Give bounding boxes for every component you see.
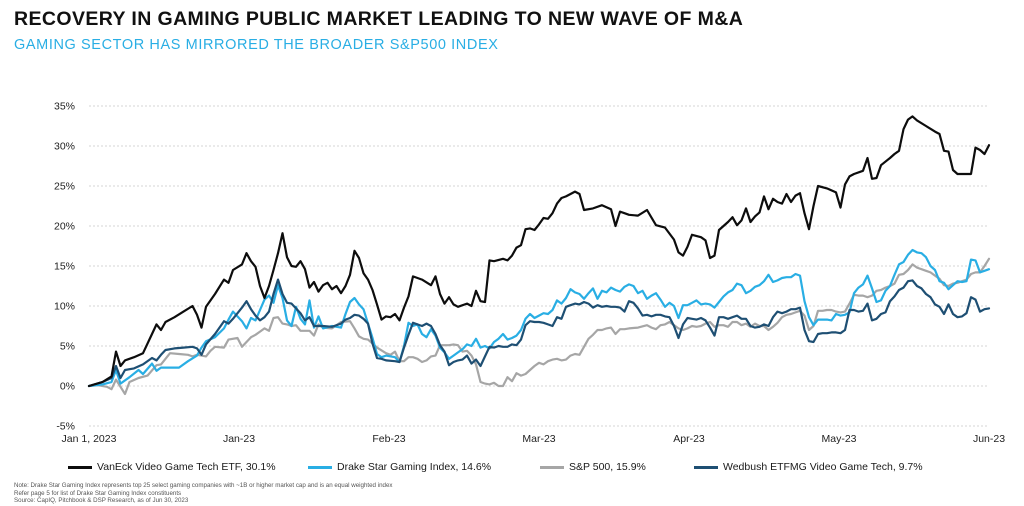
y-tick-label: 30% <box>54 141 75 153</box>
chart-legend: VanEck Video Game Tech ETF, 30.1% Drake … <box>0 461 1024 477</box>
y-tick-label: 10% <box>54 301 75 313</box>
legend-item-drake-star: Drake Star Gaming Index, 14.6% <box>308 461 491 473</box>
x-tick-label: Jun-23 <box>973 433 1005 445</box>
legend-swatch-drake-star <box>308 465 332 469</box>
chart-subtitle: GAMING SECTOR HAS MIRRORED THE BROADER S… <box>14 37 499 53</box>
footnote-line: Refer page 5 for list of Drake Star Gami… <box>14 489 182 497</box>
x-tick-label: Mar-23 <box>522 433 555 445</box>
legend-label-vaneck: VanEck Video Game Tech ETF, 30.1% <box>97 461 276 473</box>
legend-item-sp500: S&P 500, 15.9% <box>540 461 646 473</box>
x-tick-label: May-23 <box>821 433 856 445</box>
footnote-line: Note: Drake Star Gaming Index represents… <box>14 482 393 489</box>
legend-item-wedbush: Wedbush ETFMG Video Game Tech, 9.7% <box>694 461 923 473</box>
legend-label-sp500: S&P 500, 15.9% <box>569 461 646 473</box>
legend-item-vaneck: VanEck Video Game Tech ETF, 30.1% <box>68 461 276 473</box>
y-tick-label: 15% <box>54 261 75 273</box>
footnote-line: Source: CapIQ, Pitchbook & DSP Research,… <box>14 497 189 505</box>
legend-swatch-vaneck <box>68 465 92 469</box>
y-tick-label: -5% <box>56 421 75 433</box>
legend-label-wedbush: Wedbush ETFMG Video Game Tech, 9.7% <box>723 461 923 473</box>
legend-swatch-sp500 <box>540 465 564 469</box>
footnotes: Note: Drake Star Gaming Index represents… <box>14 482 393 505</box>
series-line-drake-star <box>87 248 991 388</box>
series-line-vaneck <box>87 115 991 388</box>
y-tick-label: 20% <box>54 221 75 233</box>
line-chart: -5% 0% 5% 10% 15% 20% 25% 30% 35% Jan 1, 2023 Jan-… <box>54 101 1005 446</box>
legend-label-drake-star: Drake Star Gaming Index, 14.6% <box>337 461 492 473</box>
y-tick-label: 35% <box>54 101 75 113</box>
chart-title: RECOVERY IN GAMING PUBLIC MARKET LEADING… <box>14 8 744 30</box>
y-tick-label: 25% <box>54 181 75 193</box>
y-tick-label: 5% <box>60 341 75 353</box>
x-tick-label: Apr-23 <box>673 433 705 445</box>
y-tick-label: 0% <box>60 381 75 393</box>
series-line-wedbush <box>87 278 991 388</box>
x-tick-label: Jan 1, 2023 <box>62 433 117 445</box>
legend-swatch-wedbush <box>694 465 718 469</box>
x-tick-label: Feb-23 <box>372 433 405 445</box>
x-tick-label: Jan-23 <box>223 433 255 445</box>
